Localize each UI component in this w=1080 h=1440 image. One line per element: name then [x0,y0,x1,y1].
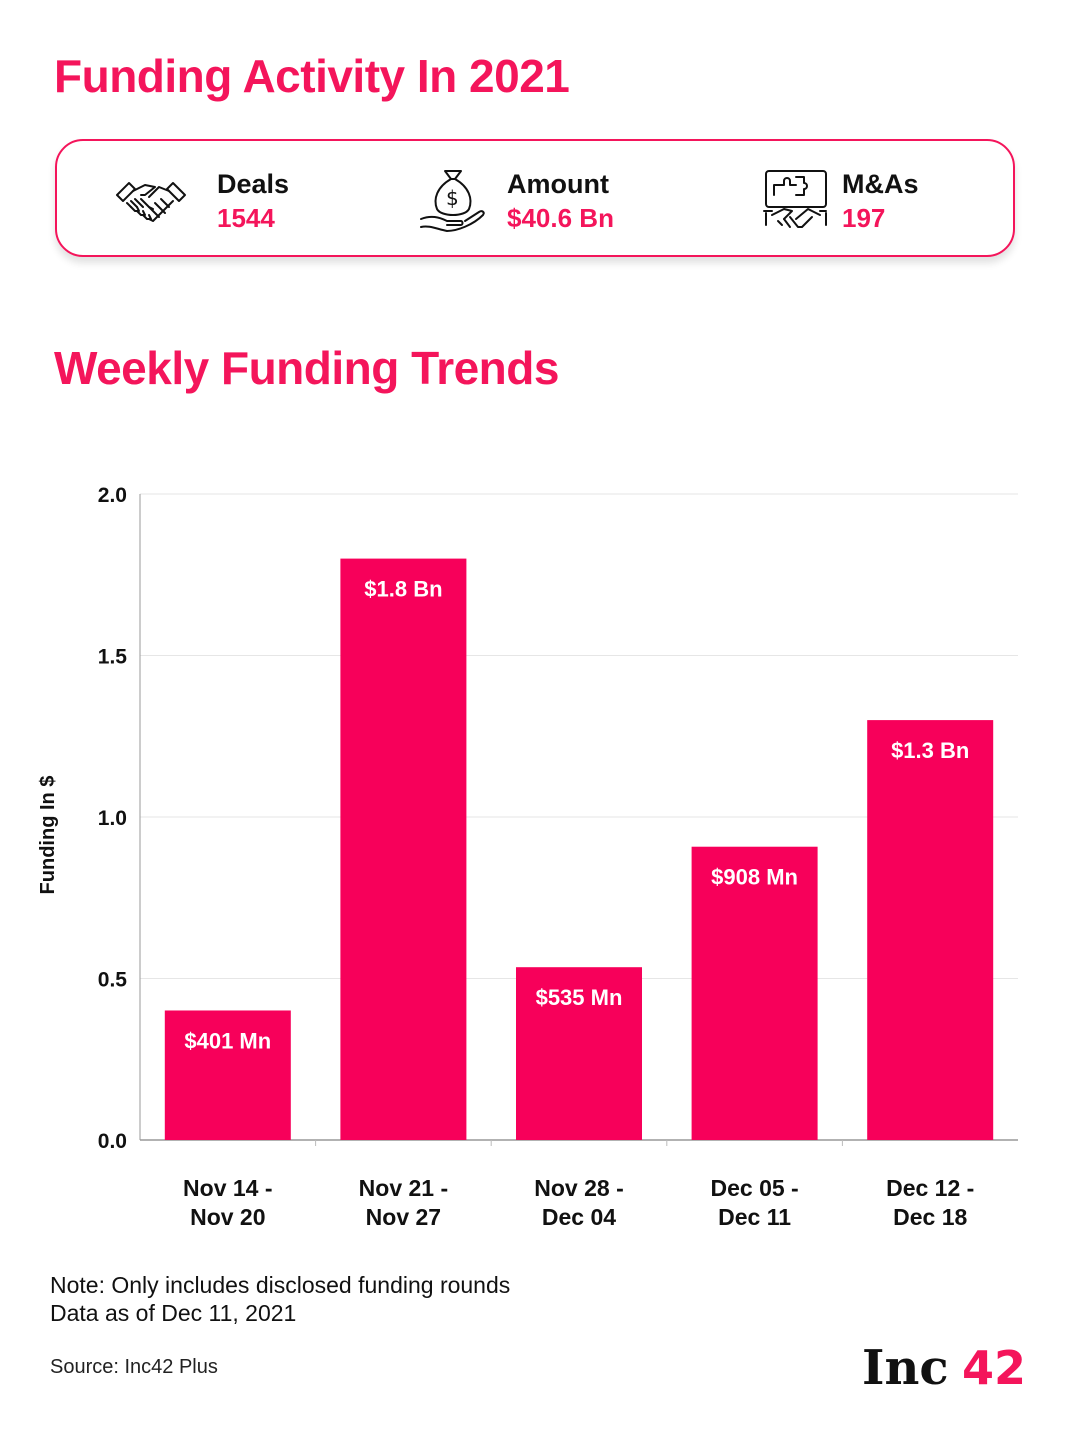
y-tick-label: 0.5 [98,969,128,992]
bar [516,967,642,1140]
svg-text:$: $ [446,186,459,210]
x-tick-label: Dec 11 [718,1204,791,1230]
x-tick-label: Nov 27 [366,1204,441,1230]
data-label: $535 Mn [536,985,623,1010]
x-tick-label: Dec 05 - [710,1175,798,1201]
bar [867,720,994,1140]
merger-handshake-icon [763,170,827,228]
logo-accent-text: 42 [962,1341,1026,1390]
data-label: $908 Mn [711,865,798,890]
data-label: $1.3 Bn [891,738,969,763]
note-line-1: Note: Only includes disclosed funding ro… [50,1272,511,1298]
money-bag-hand-icon: $ [420,170,485,232]
bar [164,1010,291,1140]
y-tick-label: 1.5 [98,646,128,669]
handshake-icon [116,182,186,222]
bar-chart: 0.0 0.5 1.0 1.5 2.0 Funding In $ $401 Mn Nov 14… [37,484,1018,1230]
y-tick-label: 1.0 [98,807,127,830]
bar [691,846,818,1140]
stat-deals-value: 1544 [217,203,275,233]
x-tick-label: Nov 28 - [534,1175,623,1201]
source-text: Source: Inc42 Plus [50,1356,218,1378]
data-label: $1.8 Bn [364,577,442,602]
x-tick-label: Nov 21 - [359,1175,448,1201]
stat-mas-label: M&As [842,169,919,199]
data-label: $401 Mn [184,1028,271,1053]
stats-card: Deals 1544 $ Amount $40.6 Bn [55,139,1015,257]
bar [340,558,467,1140]
y-axis-label: Funding In $ [37,776,59,895]
x-tick-label: Dec 18 [893,1204,967,1230]
stat-mas-value: 197 [842,203,886,233]
note-line-2: Data as of Dec 11, 2021 [50,1300,297,1326]
x-tick-label: Dec 04 [542,1204,616,1230]
stat-amount-label: Amount [507,169,609,199]
page-title: Funding Activity In 2021 [54,50,570,102]
x-tick-label: Nov 20 [190,1204,265,1230]
logo-main-text: Inc [862,1340,949,1390]
stat-amount-value: $40.6 Bn [507,203,614,233]
y-tick-label: 0.0 [98,1130,127,1153]
stat-deals-label: Deals [217,169,290,199]
inc42-logo: Inc 42 [862,1340,1026,1390]
x-tick-label: Dec 12 - [886,1175,974,1201]
section-title: Weekly Funding Trends [54,342,559,394]
y-tick-label: 2.0 [98,484,127,507]
x-tick-label: Nov 14 - [183,1175,272,1201]
